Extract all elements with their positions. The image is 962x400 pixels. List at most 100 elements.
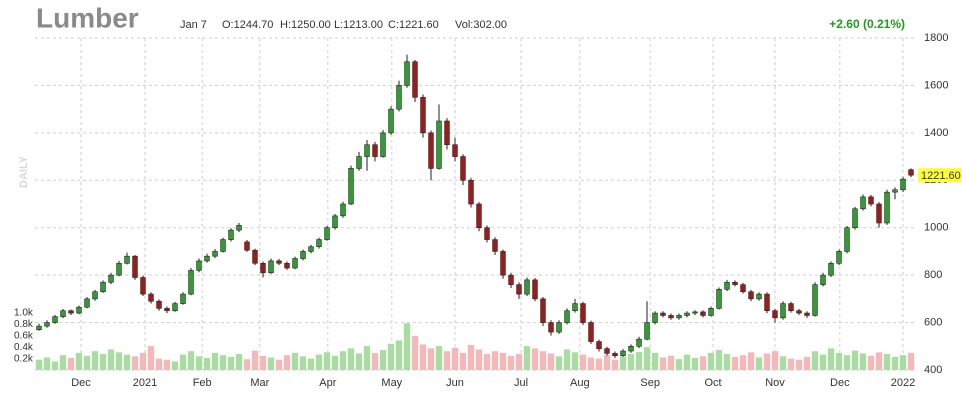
volume-bar [259, 355, 267, 370]
candle-body [116, 262, 122, 276]
candle-body [892, 189, 898, 193]
volume-bar [203, 358, 211, 370]
candle-body [748, 291, 754, 300]
candle-body [364, 144, 370, 157]
volume-bar [187, 351, 195, 370]
volume-bar [619, 356, 627, 370]
volume-bar [427, 348, 435, 370]
volume-bar [787, 358, 795, 370]
volume-bar [91, 351, 99, 370]
volume-bar [459, 352, 467, 370]
volume-bar [243, 359, 251, 370]
volume-bar [435, 346, 443, 370]
volume-bar [659, 357, 667, 370]
candle-body [860, 196, 866, 210]
candle-body [596, 341, 602, 349]
candle-body [492, 239, 498, 252]
candle-body [708, 308, 714, 316]
y-tick-label: 400 [924, 364, 942, 376]
y-tick-label: 600 [924, 316, 942, 328]
candle-body [772, 310, 778, 319]
last-price-box [918, 168, 962, 183]
volume-bar [587, 357, 595, 370]
candle-body [564, 310, 570, 323]
volume-bar [235, 354, 243, 370]
candle-body [700, 311, 706, 316]
candle-body [724, 281, 730, 290]
candle-body [828, 262, 834, 276]
candle-body [740, 284, 746, 293]
x-tick-label: Jul [514, 377, 528, 389]
volume-bar [651, 352, 659, 370]
volume-bar [323, 352, 331, 370]
x-tick-label: May [381, 377, 402, 389]
candle-body [644, 322, 650, 340]
volume-bar [563, 349, 571, 370]
volume-bar [539, 351, 547, 370]
volume-bar [803, 356, 811, 370]
volume-bar [531, 348, 539, 370]
date: Jan 7 [180, 19, 207, 31]
candle-body [580, 303, 586, 323]
close: C:1221.60 [388, 19, 439, 31]
volume-bar [859, 353, 867, 370]
volume-bar [523, 346, 531, 370]
candle-body [340, 203, 346, 217]
candle-body [556, 322, 562, 333]
volume-bar [163, 359, 171, 370]
volume-tick-label: 0.8k [14, 319, 34, 330]
x-tick-label: Mar [250, 377, 269, 389]
volume-bar [595, 358, 603, 370]
candle-body [428, 132, 434, 169]
candle-body [684, 312, 690, 316]
candle-body [660, 312, 666, 316]
candle-body [788, 303, 794, 312]
volume-bar [363, 346, 371, 370]
candle-body [36, 325, 42, 330]
volume-bar [883, 354, 891, 370]
x-tick-label: Apr [319, 377, 336, 389]
volume-bar [603, 355, 611, 370]
low: L:1213.00 [334, 19, 383, 31]
candle-body [236, 225, 242, 231]
volume-bar [755, 357, 763, 370]
candle-body [244, 241, 250, 251]
volume-bar [355, 353, 363, 370]
candle-body [524, 279, 530, 295]
volume-bar [171, 361, 179, 370]
candle-body [516, 284, 522, 295]
volume-bar [779, 356, 787, 370]
candle-body [60, 310, 66, 317]
x-tick-label: 2022 [891, 377, 915, 389]
volume-bar [667, 355, 675, 370]
volume-bar [139, 352, 147, 370]
high: H:1250.00 [280, 19, 331, 31]
volume-bar [835, 352, 843, 370]
volume-bar [155, 358, 163, 370]
candle-body [372, 144, 378, 157]
x-tick-label: Aug [570, 377, 590, 389]
candle-body [308, 246, 314, 252]
candle-body [220, 239, 226, 252]
volume-bar [635, 351, 643, 370]
candle-body [332, 215, 338, 229]
candle-body [156, 300, 162, 309]
candle-body [668, 315, 674, 319]
candle-body [812, 284, 818, 316]
candle-body [84, 298, 90, 308]
candle-body [348, 168, 354, 205]
volume-bar [387, 343, 395, 370]
candle-body [172, 303, 178, 312]
volume-bar [739, 355, 747, 370]
candle-body [324, 227, 330, 240]
candle-body [44, 322, 50, 327]
volume-bar [507, 355, 515, 370]
volume-bar [371, 352, 379, 370]
change: +2.60 (0.21%) [829, 17, 905, 31]
candle-body [588, 322, 594, 342]
candle-body [836, 251, 842, 264]
volume-tick-label: 0.6k [14, 330, 34, 341]
grid [35, 37, 915, 371]
volume-bar [67, 358, 75, 370]
